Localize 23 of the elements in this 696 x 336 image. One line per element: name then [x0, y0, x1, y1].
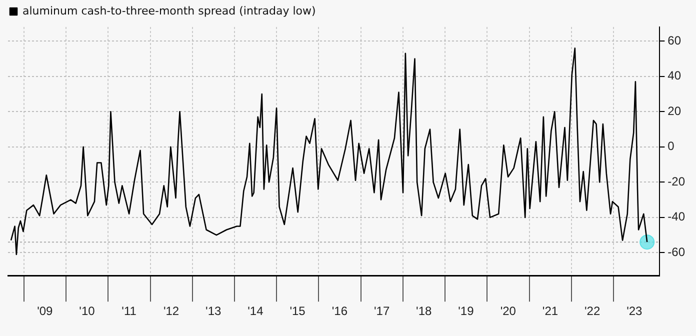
x-tick-label: '16	[332, 304, 348, 318]
x-tick-label: '12	[163, 304, 180, 318]
x-tick-label: '11	[122, 304, 137, 318]
x-tick-label: '14	[248, 304, 264, 318]
y-tick-label: 20	[668, 104, 682, 118]
y-tick-label: 60	[668, 33, 682, 48]
x-tick-label: '09	[37, 304, 54, 318]
legend-label: aluminum cash-to-three-month spread (intraday low)	[22, 4, 316, 18]
x-tick-label: '13	[206, 304, 222, 318]
x-tick-label: '23	[626, 304, 643, 318]
y-tick-label: -20	[668, 174, 686, 188]
x-tick-label: '17	[374, 304, 390, 318]
x-tick-label: '20	[500, 304, 516, 318]
y-tick-label: -40	[668, 210, 686, 224]
y-tick-label: -60	[668, 244, 686, 259]
x-tick-label: '18	[416, 304, 432, 318]
x-tick-label: '15	[290, 304, 306, 318]
x-tick-label: '22	[584, 304, 600, 318]
x-tick-label: '10	[79, 304, 96, 318]
x-tick-label: '19	[458, 304, 474, 318]
y-tick-label: 0	[668, 139, 675, 154]
y-tick-label: 40	[668, 68, 682, 83]
x-tick-label: '21	[542, 304, 558, 318]
